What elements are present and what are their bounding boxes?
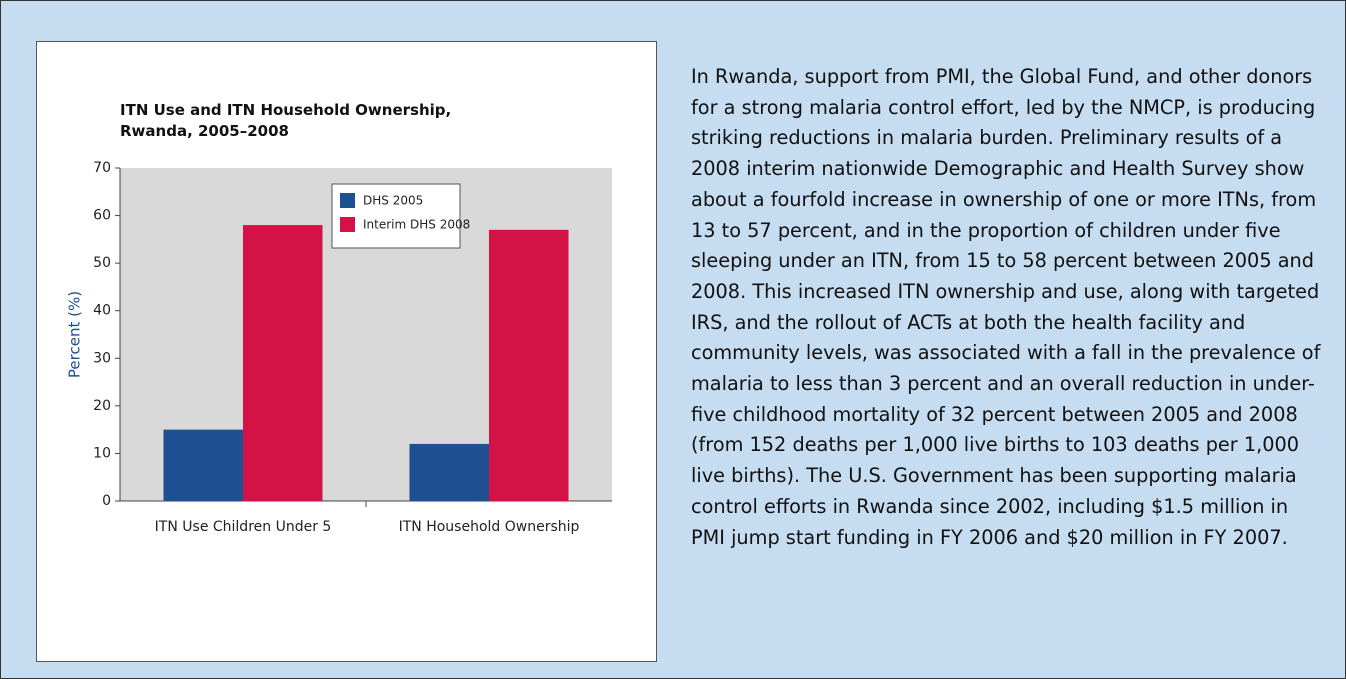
legend-swatch	[340, 217, 355, 232]
x-tick-label: ITN Use Children Under 5	[155, 519, 332, 535]
y-tick-label: 50	[93, 255, 111, 271]
bar	[409, 443, 489, 501]
chart-title: ITN Use and ITN Household Ownership, Rwa…	[120, 101, 452, 140]
bar	[163, 429, 243, 501]
y-tick-label: 40	[93, 303, 111, 319]
chart: 0 10 20 30 40 50 60 70 Percent (%) ITN Use Childr…	[66, 160, 612, 535]
y-tick-label: 30	[93, 350, 111, 366]
y-tick-label: 10	[93, 445, 111, 461]
y-tick-label: 0	[102, 493, 111, 509]
chart-panel: ITN Use and ITN Household Ownership, Rwa…	[36, 41, 657, 662]
x-tick-label: ITN Household Ownership	[399, 519, 580, 535]
y-tick-label: 70	[93, 160, 111, 176]
y-tick-label: 20	[93, 398, 111, 414]
y-axis-label: Percent (%)	[66, 291, 84, 378]
bar	[243, 225, 323, 502]
body-text: In Rwanda, support from PMI, the Global …	[691, 65, 1321, 549]
legend-label: Interim DHS 2008	[363, 218, 470, 232]
legend-label: DHS 2005	[363, 194, 423, 208]
y-tick-label: 60	[93, 208, 111, 224]
legend-swatch	[340, 193, 355, 208]
bar	[489, 229, 569, 502]
